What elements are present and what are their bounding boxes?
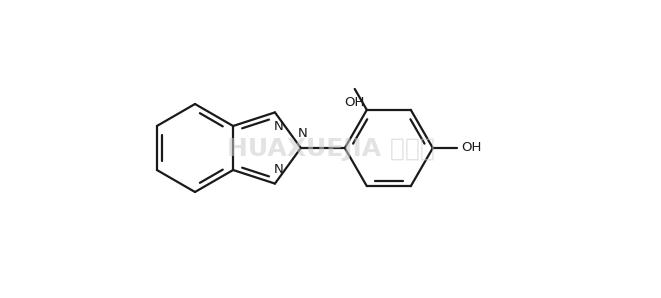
Text: N: N: [274, 120, 283, 133]
Text: N: N: [274, 163, 283, 176]
Text: HUAXUEJIA 化学加: HUAXUEJIA 化学加: [227, 137, 434, 161]
Text: N: N: [297, 127, 307, 140]
Text: OH: OH: [461, 142, 481, 154]
Text: OH: OH: [344, 96, 365, 109]
